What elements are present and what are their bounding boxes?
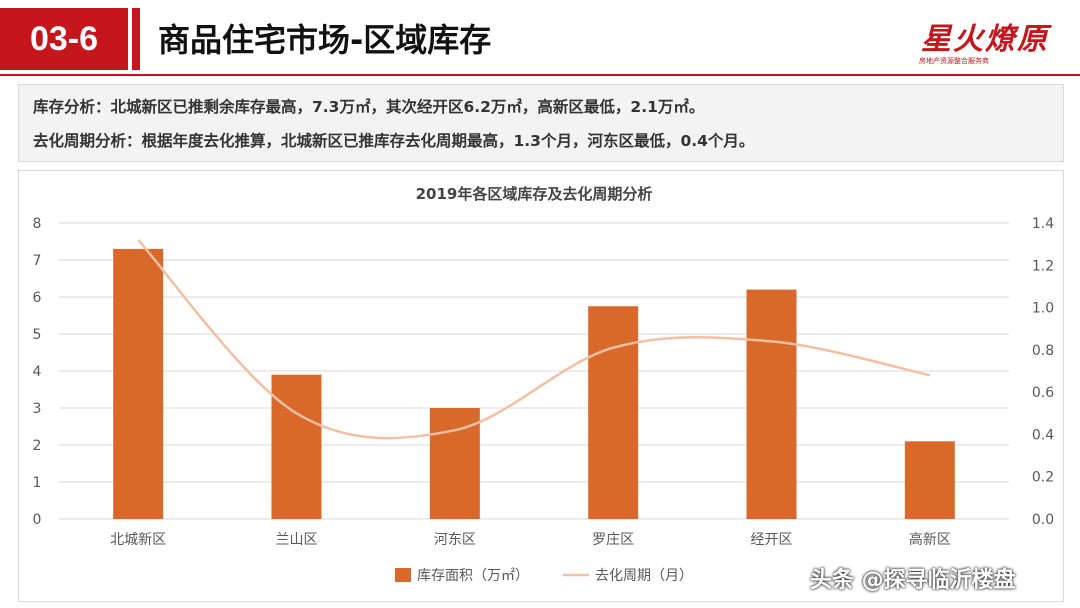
bar bbox=[271, 374, 322, 519]
x-tick-label: 兰山区 bbox=[276, 532, 318, 548]
y-left-tick-label: 3 bbox=[33, 401, 42, 417]
bar bbox=[904, 441, 955, 519]
x-tick-label: 河东区 bbox=[434, 532, 476, 548]
y-right-tick-label: 0.2 bbox=[1032, 470, 1054, 486]
brand-logo: 星火燎原 房地产资源整合服务商 bbox=[915, 14, 1065, 70]
x-tick-label: 高新区 bbox=[909, 531, 951, 548]
legend-label: 去化周期（月） bbox=[595, 568, 693, 584]
logo-text: 星火燎原 bbox=[921, 22, 1049, 57]
analysis-box: 库存分析：北城新区已推剩余库存最高，7.3万㎡，其次经开区6.2万㎡，高新区最低… bbox=[18, 84, 1064, 162]
y-left-tick-label: 7 bbox=[33, 253, 42, 269]
chart-title: 2019年各区域库存及去化周期分析 bbox=[416, 185, 653, 203]
section-number: 03-6 bbox=[0, 8, 128, 70]
x-tick-label: 经开区 bbox=[751, 532, 793, 548]
y-left-tick-label: 5 bbox=[33, 327, 42, 343]
combo-chart: 2019年各区域库存及去化周期分析 0 1 2 3 4 5 6 7 8 0.0 0.2 0.4 0.6 0.… bbox=[33, 185, 1055, 584]
y-right-tick-label: 1.4 bbox=[1032, 216, 1054, 232]
y-right-tick-label: 1.2 bbox=[1032, 258, 1054, 274]
y-left-tick-label: 8 bbox=[33, 216, 42, 232]
y-right-tick-label: 0.0 bbox=[1032, 512, 1054, 528]
logo-subtitle: 房地产资源整合服务商 bbox=[919, 57, 989, 65]
y-left-tick-label: 4 bbox=[33, 364, 42, 380]
inventory-analysis-text: 库存分析：北城新区已推剩余库存最高，7.3万㎡，其次经开区6.2万㎡，高新区最低… bbox=[33, 98, 705, 116]
y-left-tick-label: 6 bbox=[33, 290, 42, 306]
y-right-tick-label: 1.0 bbox=[1032, 301, 1054, 317]
section-divider bbox=[132, 8, 140, 70]
chart-container: 2019年各区域库存及去化周期分析 0 1 2 3 4 5 6 7 8 0.0 0.2 0.4 0.6 0.… bbox=[18, 170, 1064, 602]
y-left-tick-label: 1 bbox=[33, 475, 42, 491]
x-tick-label: 罗庄区 bbox=[592, 531, 634, 548]
bar bbox=[588, 306, 639, 519]
page-title: 商品住宅市场-区域库存 bbox=[158, 21, 492, 59]
y-right-tick-label: 0.4 bbox=[1032, 427, 1054, 443]
x-tick-label: 北城新区 bbox=[110, 532, 166, 548]
y-left-tick-label: 0 bbox=[33, 512, 42, 528]
bar bbox=[113, 248, 164, 519]
legend-label: 库存面积（万㎡） bbox=[417, 568, 529, 584]
bar bbox=[746, 289, 797, 519]
watermark-text: 头条 @探寻临沂楼盘 bbox=[810, 568, 1016, 593]
y-left-tick-label: 2 bbox=[33, 438, 42, 454]
header-rule bbox=[0, 74, 1080, 76]
legend-swatch-bar bbox=[395, 568, 411, 582]
y-right-tick-label: 0.6 bbox=[1032, 385, 1054, 401]
y-right-tick-label: 0.8 bbox=[1032, 343, 1054, 359]
header: 03-6 商品住宅市场-区域库存 星火燎原 房地产资源整合服务商 bbox=[0, 0, 1080, 82]
turnover-analysis-text: 去化周期分析：根据年度去化推算，北城新区已推库存去化周期最高，1.3个月，河东区… bbox=[33, 132, 755, 150]
series-line bbox=[137, 239, 931, 440]
